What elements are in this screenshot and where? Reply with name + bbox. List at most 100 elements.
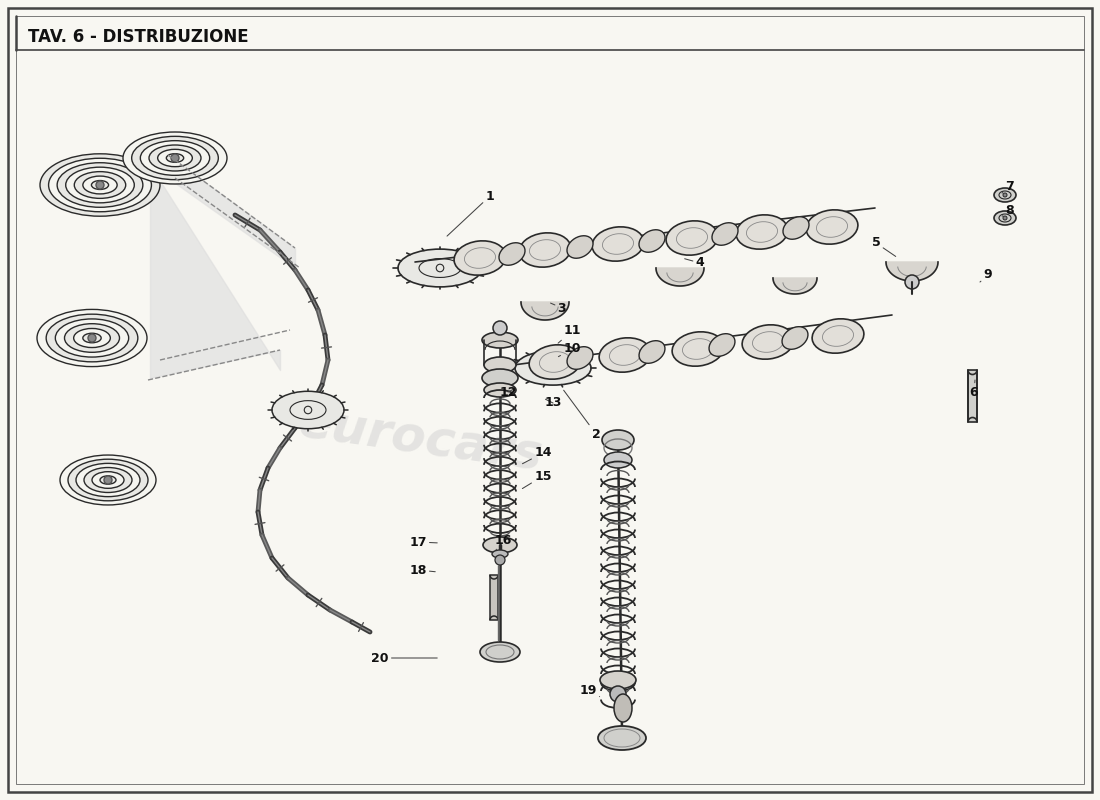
Text: eurocars: eurocars xyxy=(295,399,546,481)
Ellipse shape xyxy=(710,334,735,356)
Text: 7: 7 xyxy=(1002,179,1014,193)
Ellipse shape xyxy=(65,324,120,352)
Ellipse shape xyxy=(148,145,201,171)
Bar xyxy=(968,370,977,422)
Text: 1: 1 xyxy=(447,190,494,236)
Circle shape xyxy=(88,334,96,342)
Ellipse shape xyxy=(37,310,147,366)
Circle shape xyxy=(905,275,918,289)
Ellipse shape xyxy=(166,154,184,162)
Polygon shape xyxy=(521,302,569,320)
Ellipse shape xyxy=(712,222,738,246)
Ellipse shape xyxy=(519,233,571,267)
Ellipse shape xyxy=(100,476,116,484)
Ellipse shape xyxy=(515,351,591,385)
Ellipse shape xyxy=(812,319,864,353)
Ellipse shape xyxy=(782,326,808,350)
Ellipse shape xyxy=(482,369,518,387)
Ellipse shape xyxy=(604,452,632,468)
Circle shape xyxy=(104,476,112,484)
Ellipse shape xyxy=(132,136,218,180)
Ellipse shape xyxy=(667,221,718,255)
Text: 3: 3 xyxy=(551,302,566,314)
Ellipse shape xyxy=(484,357,516,373)
Text: TAV. 6 - DISTRIBUZIONE: TAV. 6 - DISTRIBUZIONE xyxy=(28,28,249,46)
Text: 14: 14 xyxy=(522,446,552,464)
Text: 6: 6 xyxy=(970,380,978,398)
Text: 20: 20 xyxy=(372,651,437,665)
Circle shape xyxy=(493,321,507,335)
Ellipse shape xyxy=(639,341,665,363)
Circle shape xyxy=(170,154,179,162)
Ellipse shape xyxy=(994,211,1016,225)
Ellipse shape xyxy=(398,249,482,287)
Circle shape xyxy=(96,181,104,189)
Ellipse shape xyxy=(600,671,636,689)
Ellipse shape xyxy=(76,463,140,497)
Ellipse shape xyxy=(68,459,148,501)
Ellipse shape xyxy=(492,550,508,558)
Ellipse shape xyxy=(736,215,788,249)
Ellipse shape xyxy=(66,167,134,203)
Ellipse shape xyxy=(141,141,210,175)
Ellipse shape xyxy=(92,472,124,488)
Polygon shape xyxy=(656,268,704,286)
Ellipse shape xyxy=(598,726,646,750)
Text: 19: 19 xyxy=(580,683,600,697)
Ellipse shape xyxy=(57,162,143,207)
Text: 2: 2 xyxy=(563,390,601,441)
Ellipse shape xyxy=(672,332,724,366)
Text: 16: 16 xyxy=(494,534,512,550)
Circle shape xyxy=(495,555,505,565)
Text: 10: 10 xyxy=(559,342,581,357)
Circle shape xyxy=(610,686,626,702)
Text: 12: 12 xyxy=(499,386,517,398)
Ellipse shape xyxy=(84,467,132,493)
Ellipse shape xyxy=(602,430,634,450)
Text: 8: 8 xyxy=(1002,203,1014,217)
Ellipse shape xyxy=(40,154,159,216)
Ellipse shape xyxy=(639,230,665,252)
Ellipse shape xyxy=(499,242,525,266)
Circle shape xyxy=(1003,193,1006,197)
Text: 5: 5 xyxy=(871,237,895,257)
Ellipse shape xyxy=(484,383,516,397)
Ellipse shape xyxy=(82,176,117,194)
Ellipse shape xyxy=(614,694,632,722)
Ellipse shape xyxy=(91,181,109,190)
Ellipse shape xyxy=(566,236,593,258)
Circle shape xyxy=(1003,216,1006,220)
Ellipse shape xyxy=(48,158,152,212)
Ellipse shape xyxy=(742,325,794,359)
Ellipse shape xyxy=(600,338,651,372)
Ellipse shape xyxy=(806,210,858,244)
Polygon shape xyxy=(773,278,817,294)
Ellipse shape xyxy=(55,319,129,357)
Text: 13: 13 xyxy=(544,397,562,410)
Ellipse shape xyxy=(783,217,808,239)
Ellipse shape xyxy=(529,345,581,379)
Ellipse shape xyxy=(272,391,344,429)
Polygon shape xyxy=(886,262,938,281)
Ellipse shape xyxy=(123,132,227,184)
Ellipse shape xyxy=(592,227,644,261)
Text: 15: 15 xyxy=(522,470,552,489)
Bar xyxy=(490,575,498,620)
Ellipse shape xyxy=(157,150,192,166)
Ellipse shape xyxy=(74,329,110,347)
Ellipse shape xyxy=(454,241,506,275)
Text: 4: 4 xyxy=(684,257,704,270)
Ellipse shape xyxy=(60,455,156,505)
Ellipse shape xyxy=(566,346,593,370)
Ellipse shape xyxy=(82,334,101,342)
Ellipse shape xyxy=(994,188,1016,202)
Ellipse shape xyxy=(482,332,518,348)
Text: 9: 9 xyxy=(980,269,992,282)
Ellipse shape xyxy=(480,642,520,662)
Text: 17: 17 xyxy=(409,535,437,549)
Ellipse shape xyxy=(75,172,125,198)
Ellipse shape xyxy=(483,537,517,553)
Text: 18: 18 xyxy=(409,563,436,577)
Ellipse shape xyxy=(46,314,138,362)
Text: 11: 11 xyxy=(558,325,581,343)
